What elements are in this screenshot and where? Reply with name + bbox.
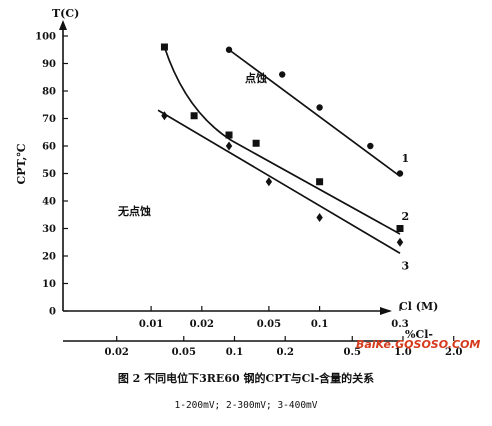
annotation-no-pitting: 无点蚀 — [117, 204, 151, 218]
axes — [59, 20, 400, 342]
figure-caption: 图 2 不同电位下3RE60 钢的CPT与Cl-含量的关系 — [117, 372, 375, 385]
data-markers — [160, 43, 404, 247]
y-tick-label: 70 — [42, 114, 56, 125]
series-3-point — [225, 141, 233, 151]
annotation-pitting: 点蚀 — [245, 71, 267, 85]
series-1-point — [279, 71, 286, 78]
x-molar-tick-label: 0.3 — [391, 319, 408, 330]
y-tick-label: 0 — [49, 307, 56, 318]
y-tick-label: 50 — [42, 169, 56, 180]
series-3-line — [157, 109, 401, 254]
series-2-label: 2 — [402, 210, 410, 223]
series-2-point — [252, 139, 260, 147]
series-3-label: 3 — [402, 259, 410, 272]
y-tick-label: 30 — [42, 224, 56, 235]
x-molar-tick-label: 0.1 — [311, 319, 328, 330]
y-tick-label: 20 — [42, 252, 56, 263]
series-1-point — [316, 104, 323, 111]
y-axis-ticks: 0 10 20 30 40 50 60 70 80 90 100 — [35, 32, 68, 318]
x-percent-tick-label: 0.05 — [172, 347, 196, 358]
figure-legend-caption: 1-200mV; 2-300mV; 3-400mV — [174, 400, 318, 411]
series-labels: 1 2 3 — [402, 152, 410, 272]
x-axis-molar-ticks: 0.01 0.02 0.05 0.1 0.3 — [139, 306, 409, 330]
x-axis-molar-label: Cl (M) — [399, 300, 438, 313]
x-axis-arrow — [380, 307, 392, 315]
x-axis-percent-label: %Cl- — [405, 328, 433, 341]
series-1-label: 1 — [402, 152, 410, 165]
x-molar-tick-label: 0.01 — [139, 319, 163, 330]
series-3-point — [316, 213, 323, 222]
x-percent-tick-label: 0.5 — [344, 347, 361, 358]
series-3-point — [265, 177, 273, 187]
y-tick-label: 60 — [42, 142, 56, 153]
x-molar-tick-label: 0.02 — [190, 319, 214, 330]
y-tick-label: 10 — [42, 279, 56, 290]
watermark: BaiKe.GQSOSO.COM — [356, 338, 480, 351]
y-axis-label: CPT,℃ — [15, 143, 28, 184]
series-2-point — [316, 178, 324, 186]
x-molar-tick-label: 0.05 — [257, 319, 281, 330]
series-3-point — [396, 237, 404, 247]
series-1-point — [367, 142, 374, 150]
series-2-point — [160, 43, 168, 51]
y-axis-arrow — [59, 20, 67, 30]
series-2-point — [190, 112, 198, 120]
series-3-point — [161, 111, 168, 121]
x-percent-tick-label: 0.02 — [105, 347, 129, 358]
x-percent-tick-label: 0.2 — [277, 347, 294, 358]
x-percent-tick-label: 0.1 — [226, 347, 243, 358]
x-axis-percent-ticks: 0.02 0.05 0.1 0.2 0.5 1.0 2.0 — [105, 336, 462, 358]
y-tick-label: 100 — [35, 32, 56, 43]
x-percent-tick-label: 2.0 — [445, 347, 462, 358]
series-2-point — [396, 225, 404, 232]
y-tick-label: 90 — [42, 59, 56, 70]
series-1-line — [228, 49, 401, 177]
y-tick-label: 40 — [42, 197, 56, 208]
series-2-line — [163, 46, 401, 235]
y-tick-label: 80 — [42, 87, 56, 98]
y-unit-label: T(C) — [52, 7, 79, 20]
fit-lines — [157, 46, 401, 254]
x-percent-tick-label: 1.0 — [394, 347, 411, 358]
series-2-point — [225, 131, 233, 139]
series-1-point — [225, 46, 233, 53]
series-1-point — [396, 170, 404, 177]
